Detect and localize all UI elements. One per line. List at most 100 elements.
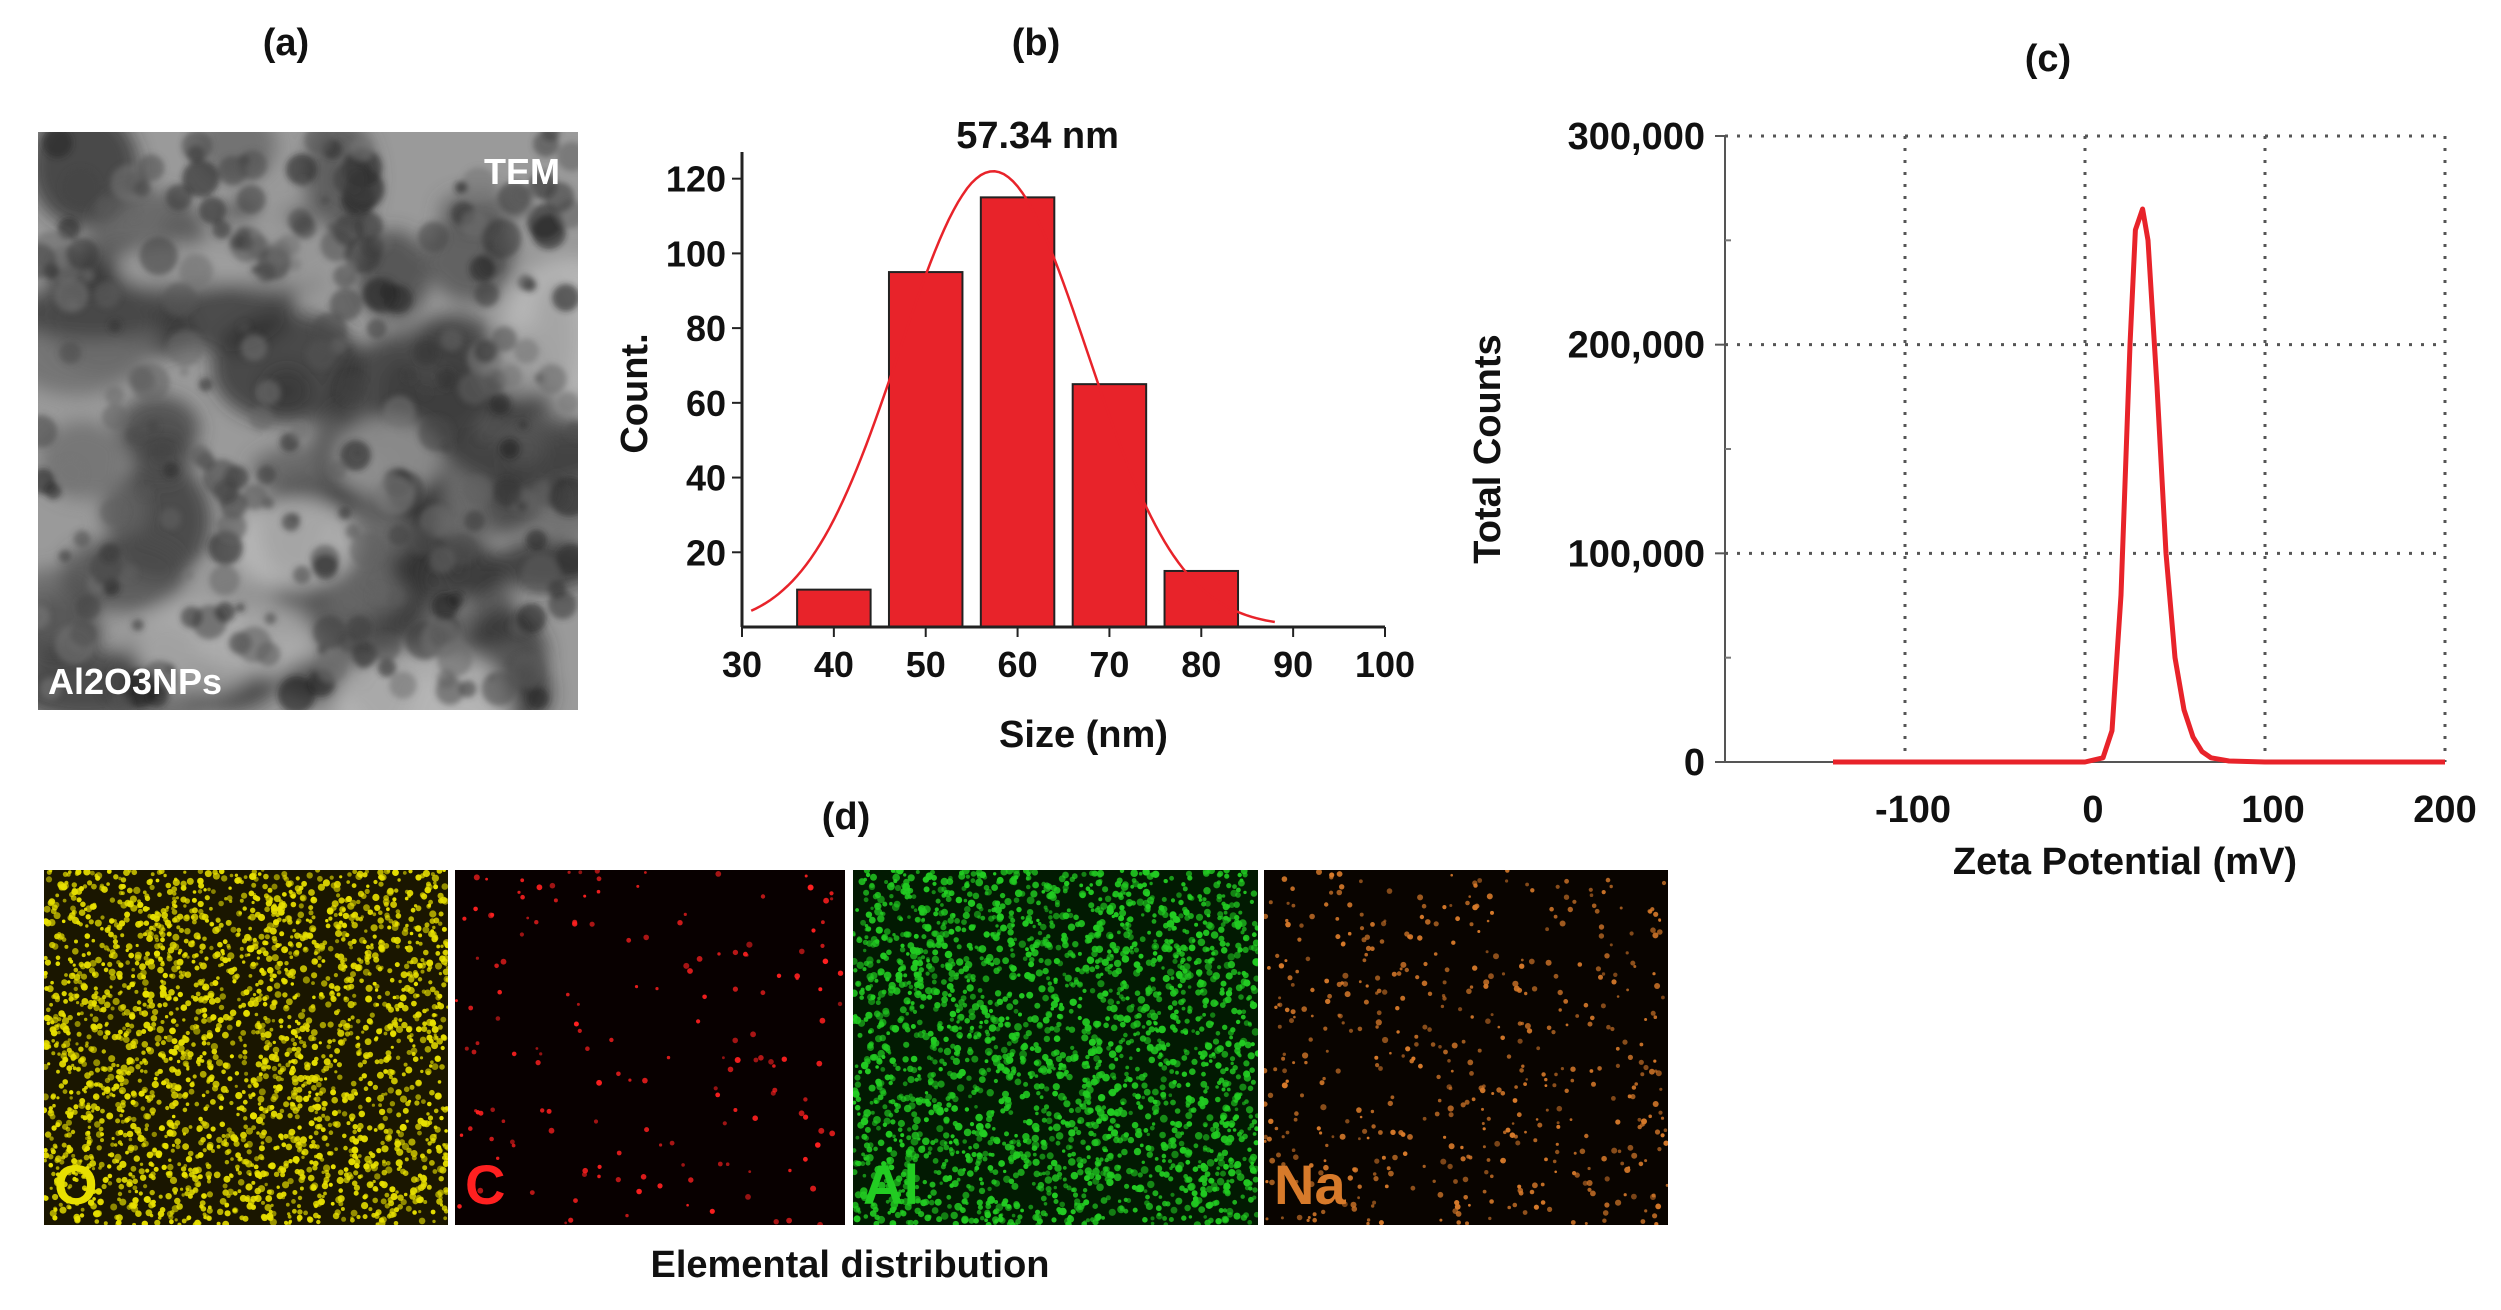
element-dot	[404, 963, 410, 969]
element-dot	[1151, 942, 1160, 951]
element-dot	[395, 1007, 400, 1012]
element-dot	[1085, 1054, 1090, 1060]
element-dot	[1229, 902, 1235, 908]
element-dot	[158, 1052, 163, 1057]
element-dot	[380, 1140, 385, 1146]
element-dot	[889, 1206, 896, 1214]
element-dot	[962, 989, 968, 994]
element-dot	[73, 967, 79, 973]
element-dot	[1181, 1215, 1187, 1221]
tem-particle	[287, 257, 302, 272]
element-dot	[128, 1058, 135, 1065]
element-dot	[321, 1170, 325, 1174]
element-dot	[1206, 1114, 1214, 1122]
element-dot	[287, 1024, 292, 1029]
element-dot	[311, 972, 318, 979]
element-dot	[1077, 1169, 1084, 1176]
element-dot	[310, 927, 316, 932]
element-dot	[928, 1109, 935, 1116]
element-dot	[434, 1055, 441, 1062]
element-dot	[1188, 944, 1196, 952]
element-dot	[143, 987, 148, 991]
element-dot	[870, 942, 876, 948]
element-dot	[126, 1130, 134, 1138]
element-dot	[1138, 871, 1143, 876]
element-dot	[1184, 1204, 1191, 1212]
element-dot	[336, 924, 341, 930]
element-dot	[148, 962, 156, 970]
element-dot	[198, 908, 204, 915]
element-dot	[1147, 1180, 1155, 1189]
tem-particle	[100, 498, 127, 526]
element-dot	[296, 918, 302, 924]
element-dot	[355, 1035, 360, 1040]
element-dot	[154, 922, 158, 926]
element-dot	[87, 1173, 93, 1180]
element-dot	[151, 1080, 159, 1089]
element-dot	[118, 1087, 126, 1095]
element-dot	[927, 1072, 935, 1080]
element-dot	[254, 1012, 259, 1017]
element-dot	[385, 1050, 392, 1056]
element-dot	[1035, 1222, 1042, 1225]
element-dot	[372, 1197, 379, 1204]
element-dot	[431, 935, 438, 943]
element-dot	[65, 1199, 70, 1204]
element-dot	[860, 1187, 868, 1195]
element-dot	[70, 895, 77, 901]
tem-particle	[214, 602, 236, 623]
element-dot	[1089, 988, 1096, 994]
element-dot	[171, 886, 178, 893]
element-dot	[938, 1067, 943, 1072]
element-dot	[909, 1096, 916, 1103]
element-dot	[107, 961, 113, 967]
element-dot	[372, 1186, 378, 1192]
tem-particle	[229, 235, 245, 250]
element-dot	[285, 1143, 293, 1151]
element-dot	[91, 883, 97, 890]
element-dot	[132, 1185, 138, 1191]
tem-particle	[372, 633, 401, 662]
element-dot	[202, 983, 210, 991]
element-dot	[91, 1024, 98, 1030]
element-dot	[183, 904, 187, 908]
element-dot	[341, 907, 346, 912]
element-dot	[1103, 1022, 1109, 1029]
element-dot	[1010, 1139, 1017, 1145]
element-dot	[1251, 1028, 1258, 1036]
element-dot	[643, 934, 649, 941]
element-dot	[339, 875, 343, 879]
element-dot	[78, 909, 86, 916]
zeta-distribution-line	[1833, 206, 2445, 765]
element-dot	[312, 1160, 319, 1167]
element-dot	[717, 952, 721, 956]
element-dot	[992, 934, 1000, 942]
element-dot	[1045, 1117, 1053, 1125]
element-dot	[1070, 1187, 1076, 1193]
element-dot	[52, 1193, 59, 1201]
element-dot	[126, 900, 134, 908]
element-dot	[258, 1145, 265, 1152]
element-dot	[441, 897, 448, 905]
element-dot	[168, 1056, 173, 1061]
element-dot	[1161, 966, 1165, 970]
element-dot	[444, 1156, 448, 1161]
element-dot	[129, 1013, 136, 1020]
element-dot	[216, 976, 220, 980]
element-dot	[351, 1135, 355, 1140]
tem-particle	[255, 263, 276, 283]
element-dot	[113, 919, 117, 923]
element-dot	[943, 1116, 950, 1123]
element-dot	[66, 1047, 72, 1053]
element-dot	[702, 994, 707, 1000]
element-dot	[990, 1110, 995, 1114]
element-dot	[1185, 1159, 1191, 1165]
element-dot	[62, 1089, 68, 1094]
element-dot	[92, 1093, 100, 1100]
element-dot	[302, 976, 310, 984]
tem-particle	[440, 328, 463, 351]
tem-particle	[345, 524, 361, 539]
element-dot	[1152, 951, 1158, 956]
element-dot	[1081, 871, 1087, 877]
element-dot	[1216, 893, 1223, 900]
